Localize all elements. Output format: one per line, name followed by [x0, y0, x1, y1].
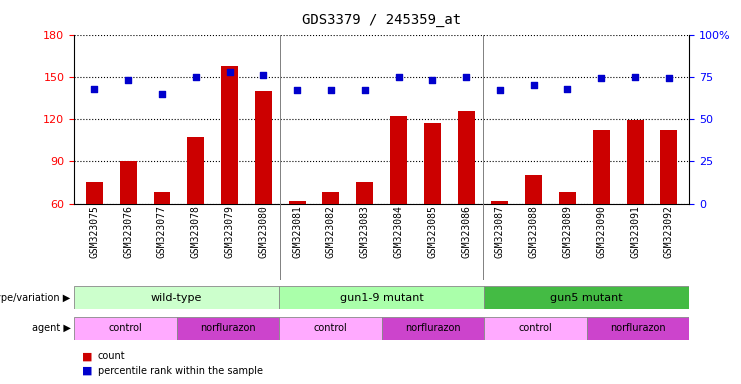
Point	[359, 87, 370, 93]
Point	[460, 74, 472, 80]
Bar	[86, 182, 103, 204]
Bar	[660, 130, 677, 204]
Text: percentile rank within the sample: percentile rank within the sample	[98, 366, 263, 376]
Bar	[153, 192, 170, 204]
Bar	[187, 137, 205, 204]
Text: norflurazon: norflurazon	[610, 323, 665, 333]
Bar	[491, 201, 508, 204]
Point	[595, 75, 607, 81]
Bar	[382, 317, 484, 340]
Point	[190, 74, 202, 80]
Bar	[458, 111, 474, 204]
Text: gun5 mutant: gun5 mutant	[551, 293, 623, 303]
Bar	[484, 317, 587, 340]
Point	[257, 72, 269, 78]
Text: GSM323082: GSM323082	[326, 205, 336, 258]
Point	[528, 82, 539, 88]
Bar	[484, 286, 689, 309]
Bar	[593, 130, 610, 204]
Text: wild-type: wild-type	[151, 293, 202, 303]
Text: ■: ■	[82, 366, 92, 376]
Bar	[525, 175, 542, 204]
Text: GSM323079: GSM323079	[225, 205, 235, 258]
Text: norflurazon: norflurazon	[200, 323, 256, 333]
Text: GSM323083: GSM323083	[359, 205, 370, 258]
Point	[629, 74, 641, 80]
Point	[663, 75, 675, 81]
Text: norflurazon: norflurazon	[405, 323, 461, 333]
Bar	[255, 91, 272, 204]
Text: GSM323087: GSM323087	[495, 205, 505, 258]
Point	[224, 69, 236, 75]
Bar	[289, 201, 305, 204]
Point	[494, 87, 506, 93]
Point	[393, 74, 405, 80]
Text: genotype/variation ▶: genotype/variation ▶	[0, 293, 70, 303]
Point	[426, 77, 438, 83]
Text: GSM323090: GSM323090	[597, 205, 606, 258]
Bar	[74, 317, 176, 340]
Text: agent ▶: agent ▶	[32, 323, 70, 333]
Bar	[390, 116, 407, 204]
Text: GDS3379 / 245359_at: GDS3379 / 245359_at	[302, 13, 461, 27]
Bar	[74, 286, 279, 309]
Text: GSM323075: GSM323075	[90, 205, 99, 258]
Text: GSM323078: GSM323078	[190, 205, 201, 258]
Point	[156, 91, 168, 97]
Bar	[221, 66, 238, 204]
Point	[562, 86, 574, 92]
Point	[325, 87, 337, 93]
Bar	[322, 192, 339, 204]
Point	[88, 86, 100, 92]
Bar	[120, 161, 136, 204]
Bar	[279, 317, 382, 340]
Text: ■: ■	[82, 351, 92, 361]
Text: count: count	[98, 351, 125, 361]
Text: GSM323092: GSM323092	[664, 205, 674, 258]
Bar	[176, 317, 279, 340]
Text: control: control	[519, 323, 552, 333]
Text: control: control	[313, 323, 348, 333]
Bar	[559, 192, 576, 204]
Point	[122, 77, 134, 83]
Bar	[356, 182, 373, 204]
Bar	[424, 123, 441, 204]
Text: GSM323081: GSM323081	[292, 205, 302, 258]
Text: GSM323091: GSM323091	[630, 205, 640, 258]
Text: GSM323077: GSM323077	[157, 205, 167, 258]
Text: GSM323076: GSM323076	[123, 205, 133, 258]
Text: GSM323088: GSM323088	[528, 205, 539, 258]
Text: GSM323089: GSM323089	[562, 205, 573, 258]
Bar	[587, 317, 689, 340]
Bar	[279, 286, 484, 309]
Text: GSM323084: GSM323084	[393, 205, 404, 258]
Text: GSM323080: GSM323080	[259, 205, 268, 258]
Text: gun1-9 mutant: gun1-9 mutant	[339, 293, 424, 303]
Text: control: control	[108, 323, 142, 333]
Point	[291, 87, 303, 93]
Text: GSM323086: GSM323086	[461, 205, 471, 258]
Bar	[627, 121, 643, 204]
Text: GSM323085: GSM323085	[428, 205, 437, 258]
